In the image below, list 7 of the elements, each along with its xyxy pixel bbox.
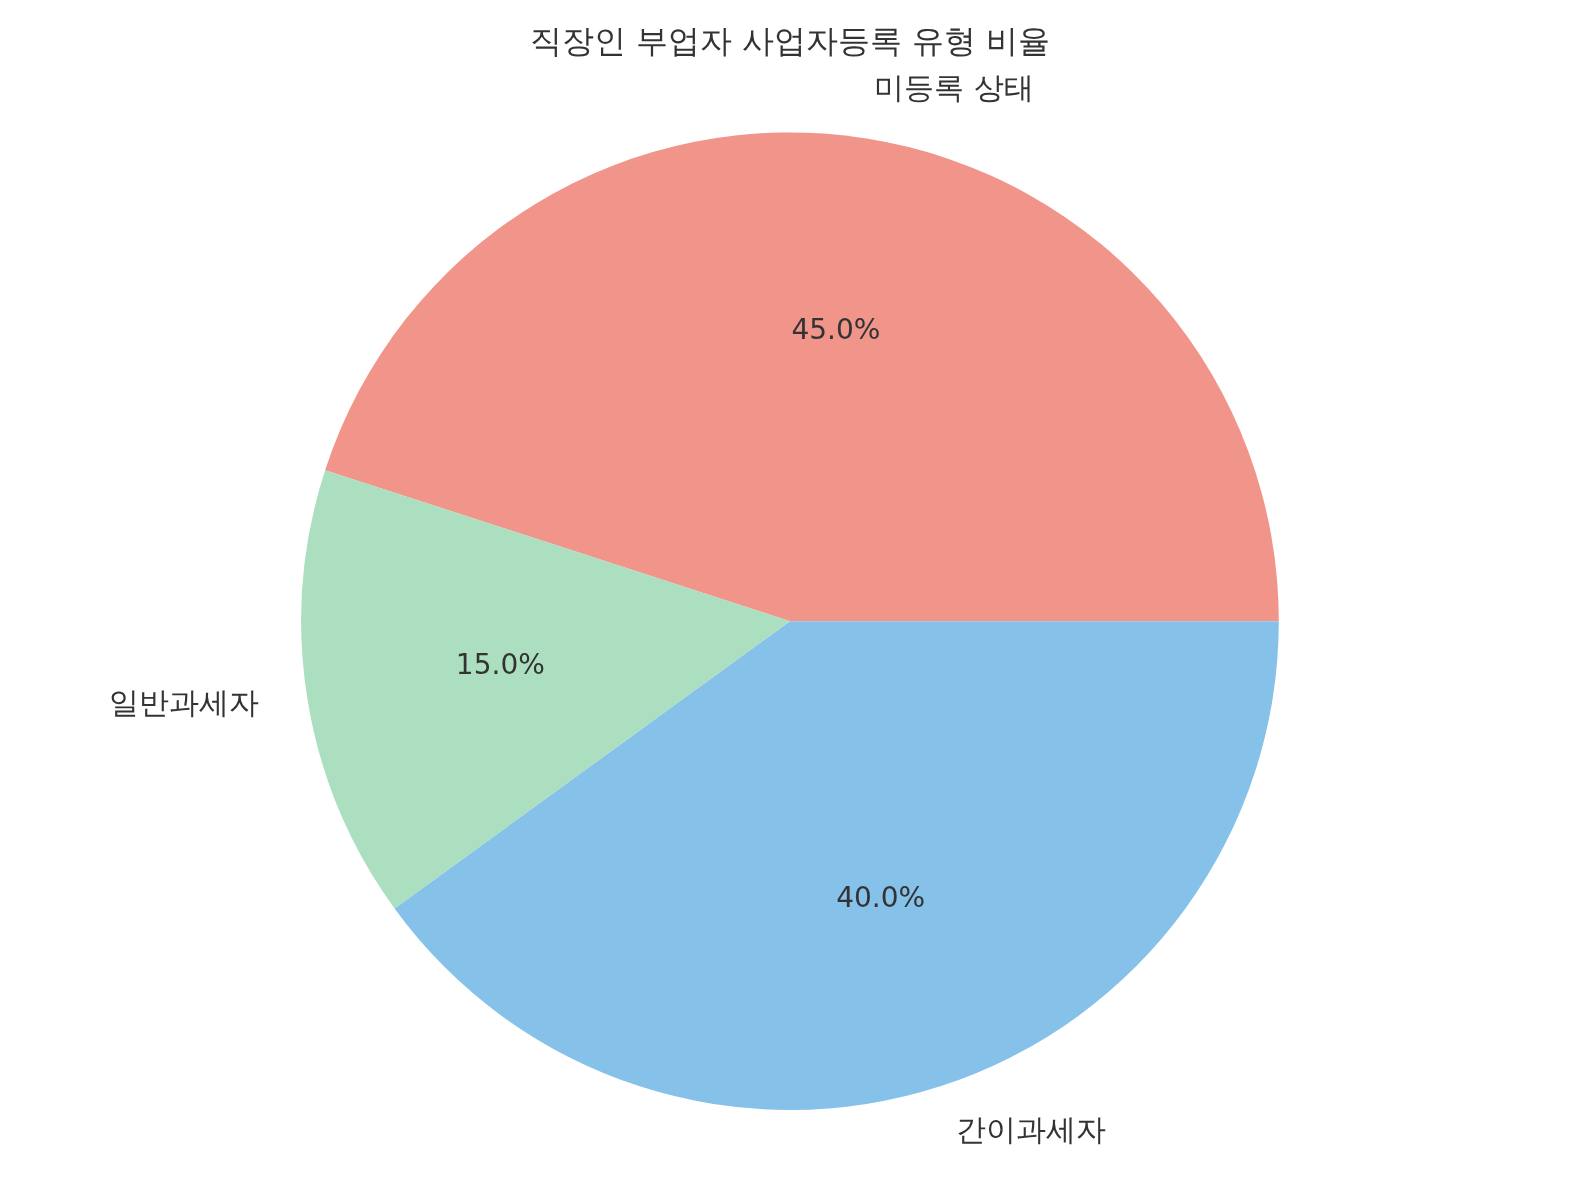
- slice-label: 간이과세자: [956, 1112, 1107, 1148]
- chart-title: 직장인 부업자 사업자등록 유형 비율: [529, 21, 1051, 60]
- data-label: 15.0%: [455, 648, 545, 682]
- data-label: 45.0%: [791, 312, 881, 346]
- slice-label: 일반과세자: [108, 685, 259, 721]
- slice-label: 미등록 상태: [874, 69, 1034, 105]
- data-label: 40.0%: [836, 881, 926, 915]
